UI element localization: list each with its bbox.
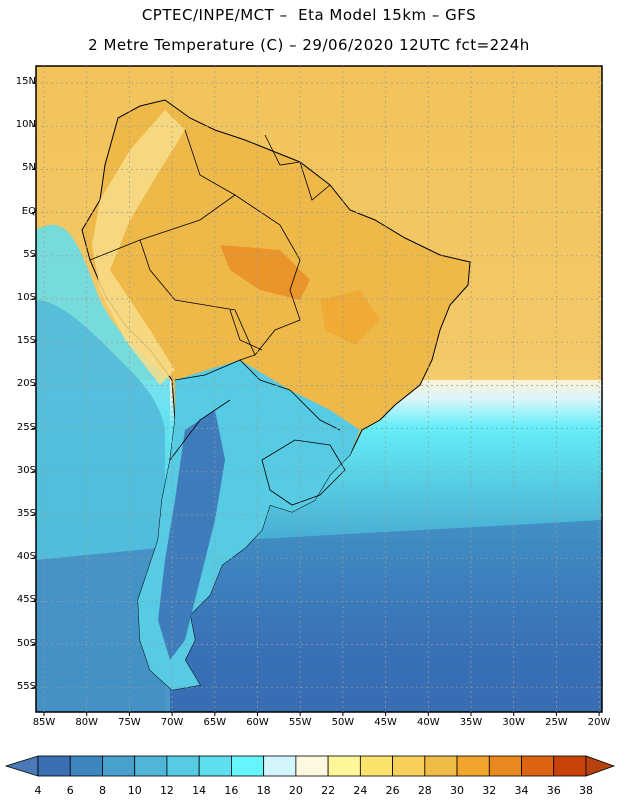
latitude-label: 55S <box>16 680 36 692</box>
colorbar-value-label: 22 <box>321 784 336 797</box>
longitude-label: 40W <box>416 717 440 728</box>
latitude-label: 25S <box>16 421 36 433</box>
colorbar-segment <box>553 755 587 777</box>
latitude-label: 10S <box>16 292 36 303</box>
longitude-label: 55W <box>288 717 312 728</box>
lat-lon-grid <box>36 66 602 712</box>
colorbar-value-label: 6 <box>66 784 74 797</box>
latitude-label: 15S <box>16 335 36 347</box>
latitude-label: 50S <box>16 637 36 649</box>
andes-mild-zone <box>92 110 185 385</box>
andes-cold-zone <box>158 410 225 660</box>
longitude-label: 50W <box>331 717 355 728</box>
latitude-label: 20S <box>16 378 36 390</box>
colorbar-value-label: 14 <box>192 784 207 797</box>
colorbar-segment <box>166 755 200 777</box>
colorbar-value-label: 8 <box>98 784 106 797</box>
colorbar-value-label: 12 <box>159 784 174 797</box>
latitude-label: 5S <box>23 248 36 260</box>
colorbar-value-label: 36 <box>546 784 561 797</box>
latitude-label: 35S <box>16 508 36 519</box>
longitude-label: 35W <box>459 717 483 728</box>
latitude-label: 15N <box>15 76 36 87</box>
longitude-label: 70W <box>160 717 184 728</box>
colorbar-value-label: 10 <box>127 784 142 797</box>
colorbar-segment <box>392 755 426 777</box>
central-brazil-warm-spot <box>320 290 380 345</box>
map-title-line-1: CPTEC/INPE/MCT – Eta Model 15km – GFS <box>141 6 477 24</box>
colorbar-value-label: 26 <box>385 784 400 797</box>
map-area <box>36 66 602 712</box>
colorbar-segment <box>359 755 393 777</box>
colorbar-high-arrow <box>585 755 616 777</box>
colorbar-value-label: 20 <box>288 784 303 797</box>
latitude-label: 45S <box>16 594 36 606</box>
colorbar-value-label: 18 <box>256 784 271 797</box>
longitude-label: 80W <box>75 717 98 728</box>
map-frame <box>35 65 603 713</box>
colorbar-value-label: 4 <box>34 784 42 797</box>
latitude-label: 10N <box>15 119 36 131</box>
colorbar-segment <box>37 755 71 777</box>
colorbar-segment <box>263 755 297 777</box>
amazon-hot-spot <box>220 245 310 300</box>
colorbar-segment <box>231 755 265 777</box>
colorbar-value-label: 38 <box>579 784 593 797</box>
colorbar-segment <box>69 755 103 777</box>
axis-ticks <box>32 82 600 716</box>
country-borders <box>89 129 346 506</box>
colorbar-value-label: 32 <box>482 784 497 797</box>
longitude-label: 25W <box>545 717 568 728</box>
longitude-label: 30W <box>502 717 525 728</box>
colorbar-segment <box>327 755 361 777</box>
colorbar-value-label: 24 <box>353 784 368 797</box>
latitude-label: EQ <box>21 205 36 217</box>
colorbar-segment <box>295 755 329 777</box>
latitude-label: 40S <box>16 551 36 563</box>
colorbar-value-label: 28 <box>417 784 432 797</box>
colorbar-segment <box>521 755 555 777</box>
colorbar-segment <box>456 755 490 777</box>
longitude-label: 45W <box>374 717 397 728</box>
colorbar-segment <box>102 755 136 777</box>
colorbar-segment <box>134 755 168 777</box>
colorbar-value-label: 16 <box>224 784 239 797</box>
colorbar-low-arrow <box>4 755 39 777</box>
map-title-line-2: 2 Metre Temperature (C) – 29/06/2020 12U… <box>88 36 530 54</box>
colorbar-value-label: 30 <box>450 784 465 797</box>
latitude-label: 30S <box>16 464 36 476</box>
longitude-label: 75W <box>118 717 141 728</box>
colorbar-value-label: 34 <box>514 784 529 797</box>
longitude-label: 20W <box>587 717 611 728</box>
longitude-label: 85W <box>32 717 56 728</box>
longitude-label: 60W <box>246 717 269 728</box>
latitude-label: 5N <box>22 162 36 174</box>
colorbar-segment <box>488 755 522 777</box>
colorbar <box>4 755 616 777</box>
colorbar-segment <box>424 755 458 777</box>
colorbar-segment <box>198 755 232 777</box>
longitude-label: 65W <box>203 717 227 728</box>
